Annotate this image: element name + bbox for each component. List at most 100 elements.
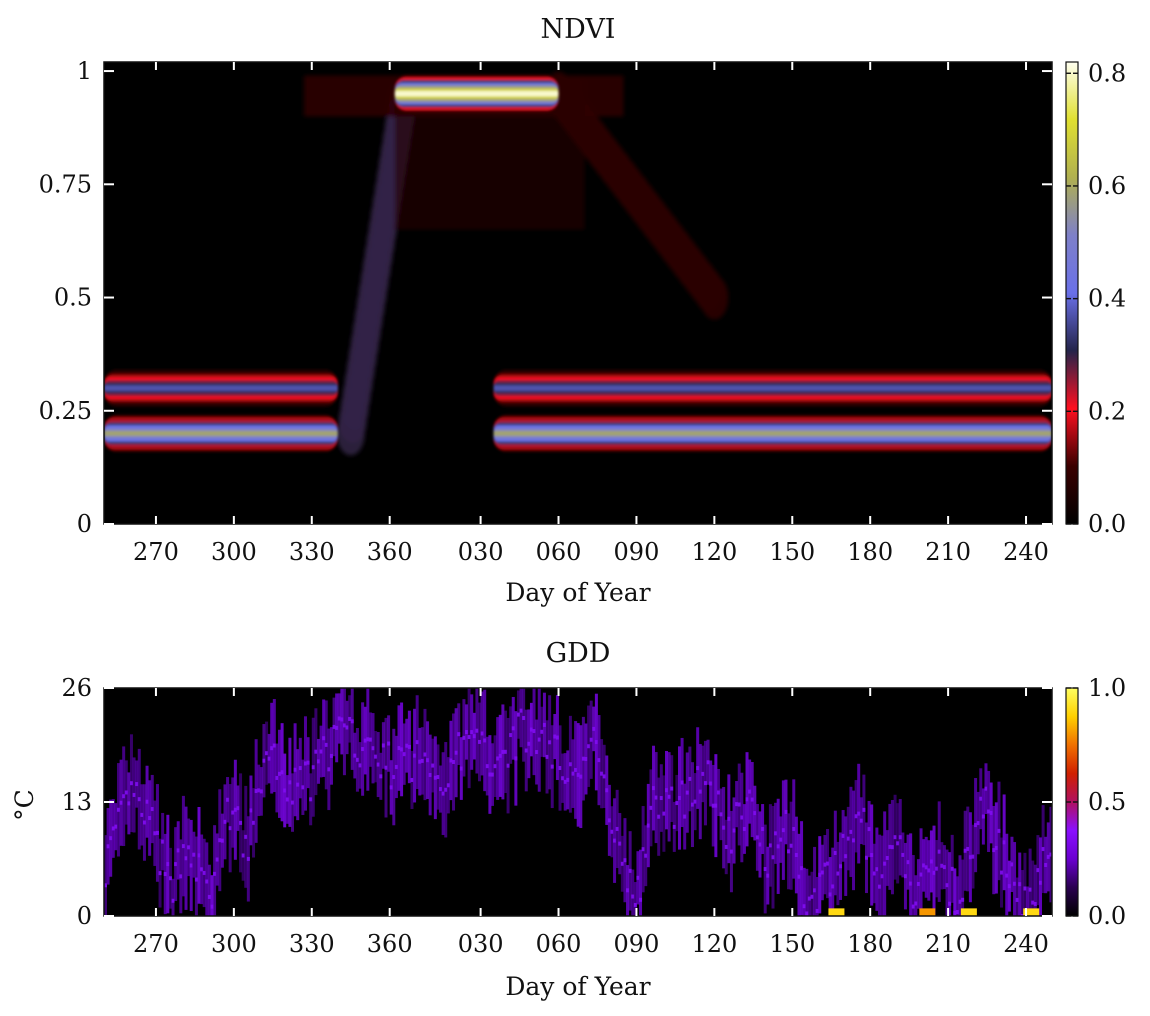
gdd-trace-cell xyxy=(511,726,515,731)
gdd-trace-cell xyxy=(927,868,931,873)
gdd-cell xyxy=(633,882,637,916)
gdd-trace-cell xyxy=(291,800,294,805)
gdd-trace-cell xyxy=(171,898,175,903)
gdd-trace-cell xyxy=(711,803,715,808)
gdd-trace-cell xyxy=(818,872,822,877)
gdd-trace-cell xyxy=(864,855,868,860)
x-tick-label: 210 xyxy=(925,538,971,566)
gdd-cell xyxy=(828,857,832,916)
gdd-trace-cell xyxy=(389,785,393,790)
gdd-trace-cell xyxy=(633,902,637,907)
gdd-trace-cell xyxy=(948,901,952,906)
gdd-trace-cell xyxy=(345,725,349,730)
gdd-cell xyxy=(171,878,175,916)
gdd-trace-cell xyxy=(615,826,619,831)
gdd-trace-cell xyxy=(540,729,544,734)
gdd-trace-cell xyxy=(433,775,437,780)
gdd-trace-cell xyxy=(142,820,146,825)
gdd-trace-cell xyxy=(184,856,188,861)
gdd-cell xyxy=(1013,842,1017,916)
ndvi-transition-cell xyxy=(700,275,729,320)
colorbar-tick-label: 1.0 xyxy=(1088,674,1126,702)
gdd-trace-cell xyxy=(857,811,861,816)
x-tick-label: 030 xyxy=(458,538,504,566)
ndvi-band-cell xyxy=(394,90,559,97)
ndvi-plot-frame xyxy=(103,61,1053,525)
gdd-panel: GDD 270 300 330 360 030 060 090 120 150 180 210 240… xyxy=(10,638,1126,1001)
gdd-trace-cell xyxy=(545,754,549,759)
gdd-trace-cell xyxy=(1023,886,1027,891)
gdd-trace-cell xyxy=(605,788,609,793)
y-tick-label: 0.25 xyxy=(39,397,92,425)
gdd-cell xyxy=(522,688,526,762)
gdd-trace-cell xyxy=(426,758,430,763)
x-tick-label: 360 xyxy=(367,538,413,566)
gdd-trace-cell xyxy=(789,843,793,848)
gdd-trace-cell xyxy=(672,824,676,829)
gdd-trace-cell xyxy=(680,780,684,785)
gdd-trace-cell xyxy=(693,799,697,804)
gdd-cell xyxy=(1028,848,1032,916)
gdd-trace-cell xyxy=(742,826,746,831)
gdd-cell xyxy=(953,868,957,916)
gdd-trace-cell xyxy=(306,760,310,765)
gdd-trace-cell xyxy=(168,876,172,881)
gdd-trace-cell xyxy=(1031,900,1035,905)
gdd-trace-cell xyxy=(992,848,996,853)
gdd-trace-cell xyxy=(444,787,448,792)
gdd-trace-cell xyxy=(828,892,832,897)
gdd-trace-cell xyxy=(202,870,206,875)
gdd-trace-cell xyxy=(753,811,757,816)
gdd-trace-cell xyxy=(322,736,326,741)
gdd-trace-cell xyxy=(257,788,261,793)
gdd-trace-cell xyxy=(885,855,889,860)
x-tick-label: 030 xyxy=(458,930,504,958)
gdd-ylabel: °C xyxy=(10,789,39,821)
gdd-trace-cell xyxy=(116,807,120,812)
gdd-trace-cell xyxy=(641,847,645,852)
y-tick-label: 0.5 xyxy=(54,284,92,312)
gdd-trace-cell xyxy=(394,764,398,769)
gdd-cell xyxy=(831,847,835,916)
gdd-trace-cell xyxy=(166,862,170,867)
gdd-cell xyxy=(807,875,811,916)
gdd-trace-cell xyxy=(877,884,881,889)
gdd-trace-cell xyxy=(831,884,835,889)
gdd-trace-cell xyxy=(104,883,107,888)
gdd-trace-cell xyxy=(677,795,681,800)
gdd-trace-cell xyxy=(358,763,362,768)
gdd-trace-cell xyxy=(532,729,536,734)
x-tick-label: 300 xyxy=(211,930,257,958)
gdd-trace-cell xyxy=(298,766,302,771)
gdd-trace-cell xyxy=(514,756,518,761)
gdd-trace-cell xyxy=(1041,847,1045,852)
x-tick-label: 300 xyxy=(211,538,257,566)
gdd-trace-cell xyxy=(839,864,843,869)
gdd-trace-cell xyxy=(823,862,827,867)
gdd-trace-cell xyxy=(893,835,897,840)
gdd-cell xyxy=(350,688,354,770)
colorbar-tick-label: 0.0 xyxy=(1088,510,1126,538)
colorbar-tick-label: 0.0 xyxy=(1088,902,1126,930)
y-tick-label: 0 xyxy=(77,510,92,538)
gdd-trace-cell xyxy=(335,725,339,730)
gdd-trace-cell xyxy=(519,708,523,713)
gdd-trace-cell xyxy=(997,828,1001,833)
gdd-hot-spot xyxy=(919,908,936,916)
gdd-trace-cell xyxy=(506,763,510,768)
gdd-trace-cell xyxy=(807,896,811,901)
gdd-cell xyxy=(1033,864,1037,916)
gdd-trace-cell xyxy=(909,881,913,886)
gdd-trace-cell xyxy=(958,899,962,904)
gdd-trace-cell xyxy=(781,828,785,833)
gdd-trace-cell xyxy=(1015,897,1019,902)
y-tick-label: 0.75 xyxy=(39,170,92,198)
gdd-trace-cell xyxy=(942,865,946,870)
gdd-trace-cell xyxy=(252,820,256,825)
gdd-trace-cell xyxy=(971,854,975,859)
gdd-colorbar-ticks: 0.0 0.5 1.0 xyxy=(1066,674,1126,930)
gdd-trace-cell xyxy=(875,867,879,872)
gdd-trace-cell xyxy=(937,849,941,854)
gdd-trace-cell xyxy=(420,758,424,763)
gdd-trace-cell xyxy=(1028,887,1032,892)
